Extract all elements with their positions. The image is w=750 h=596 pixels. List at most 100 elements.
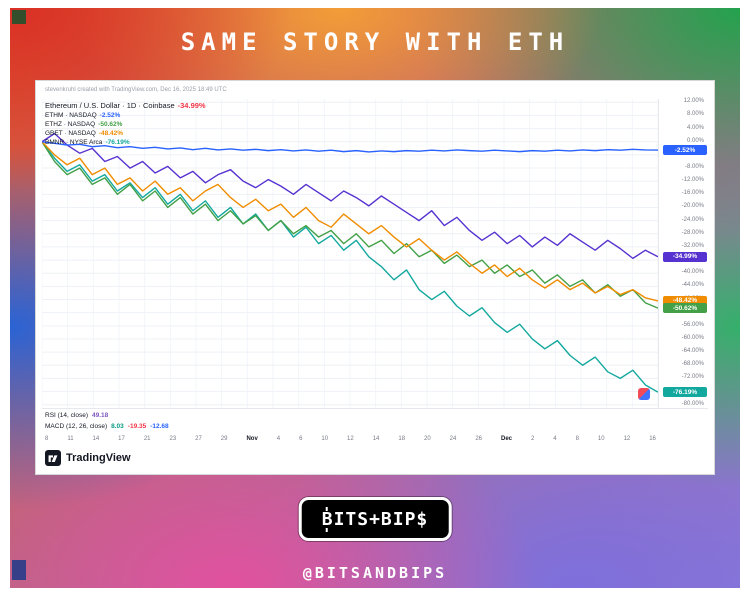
chart-legend: Ethereum / U.S. Dollar · 1D · Coinbase -3… — [45, 100, 206, 147]
time-tick: 16 — [649, 436, 656, 442]
legend-change-value: -2.52% — [99, 112, 121, 119]
indicator-value: 49.18 — [92, 412, 109, 419]
corner-accent-top-left — [12, 10, 26, 24]
page-title: SAME STORY WITH ETH — [180, 28, 570, 56]
series-line-GBET — [42, 142, 658, 301]
time-tick: 27 — [195, 436, 202, 442]
legend-symbol-label: ETHM · NASDAQ — [45, 112, 97, 119]
last-value-badge: -48.42% — [663, 295, 707, 306]
time-tick: 26 — [475, 436, 483, 442]
price-tick: -32.00% — [681, 242, 704, 249]
time-tick: 11 — [67, 436, 74, 442]
chart-watermark: stevenkruhl created with TradingView.com… — [45, 87, 227, 93]
indicator-name: MACD (12, 26, close) — [45, 423, 108, 430]
legend-symbol-label: ETHZ · NASDAQ — [45, 121, 96, 128]
price-tick: -20.00% — [681, 203, 704, 210]
baht-symbol: B — [321, 506, 334, 532]
price-tick: -56.00% — [681, 321, 704, 328]
legend-symbol-label: GBET · NASDAQ — [45, 130, 96, 137]
brand-badge-rest: ITS+BIP$ — [333, 508, 429, 530]
price-tick: -8.00% — [684, 164, 704, 171]
time-tick: 23 — [169, 436, 177, 442]
price-tick: -80.00% — [681, 400, 704, 407]
time-axis[interactable]: 8 11 14 17 21 23 27 29 Nov 4 6 10 12 14 18 20 24 26 Dec 2 4 8… — [42, 432, 708, 444]
legend-row[interactable]: GBET · NASDAQ -48.42% — [45, 129, 206, 138]
indicator-row[interactable]: RSI (14, close) 49.18 — [42, 410, 708, 421]
chart-card: stevenkruhl created with TradingView.com… — [35, 80, 715, 475]
legend-row[interactable]: ETHM · NASDAQ -2.52% — [45, 111, 206, 120]
gradient-background: SAME STORY WITH ETH stevenkruhl created … — [10, 8, 740, 588]
corner-accent-bottom-left — [12, 560, 26, 580]
time-tick: 17 — [118, 436, 125, 442]
price-tick: 0.00% — [686, 137, 704, 144]
price-tick: 12.00% — [683, 98, 704, 105]
time-tick: 24 — [449, 436, 457, 442]
legend-change-value: -76.19% — [105, 139, 130, 146]
legend-row[interactable]: BMNR · NYSE Arca -76.19% — [45, 138, 206, 147]
plot-area[interactable]: Ethereum / U.S. Dollar · 1D · Coinbase -3… — [42, 99, 658, 409]
last-value-badge: -76.19% — [663, 387, 707, 398]
legend-change-value: -48.42% — [98, 130, 124, 137]
time-tick: 21 — [143, 436, 151, 442]
series-line-ETHUSD — [42, 133, 658, 258]
price-tick: -12.00% — [681, 177, 704, 184]
price-tick: -24.00% — [681, 216, 704, 223]
time-tick: 29 — [220, 436, 228, 442]
price-axis[interactable]: 12.00%8.00%4.00%0.00%-4.00%-8.00%-12.00%… — [658, 98, 708, 409]
plot-svg — [42, 99, 658, 408]
time-tick: Nov — [246, 436, 258, 442]
legend-row[interactable]: ETHZ · NASDAQ -50.62% — [45, 120, 206, 129]
indicator-value: -19.35 — [127, 423, 147, 430]
price-tick: -44.00% — [681, 282, 704, 289]
price-tick: 8.00% — [686, 111, 704, 118]
tradingview-logo-icon — [45, 450, 61, 466]
price-tick: -68.00% — [681, 361, 704, 368]
time-tick: 12 — [623, 436, 631, 442]
price-tick: -16.00% — [681, 190, 704, 197]
price-tick: -72.00% — [681, 374, 704, 381]
legend-row[interactable]: Ethereum / U.S. Dollar · 1D · Coinbase -3… — [45, 100, 206, 111]
time-tick: 10 — [597, 436, 605, 442]
time-tick: 6 — [299, 436, 303, 442]
brand-badge: BITS+BIP$ — [298, 497, 452, 541]
time-tick: 18 — [398, 436, 406, 442]
indicator-row[interactable]: MACD (12, 26, close) 8.03 -19.35 -12.68 — [42, 421, 708, 432]
price-tick: -28.00% — [681, 229, 704, 236]
time-tick: 2 — [530, 436, 535, 442]
indicator-value: 8.03 — [111, 423, 124, 430]
price-tick: -64.00% — [681, 348, 704, 355]
time-tick: 12 — [347, 436, 354, 442]
last-value-badge: -2.52% — [663, 145, 707, 156]
sticker-icon — [638, 388, 650, 400]
series-line-ETHZ — [42, 142, 658, 308]
chart-area: Ethereum / U.S. Dollar · 1D · Coinbase -3… — [42, 98, 708, 409]
indicator-rows: RSI (14, close) 49.18 MACD (12, 26, close)… — [42, 409, 708, 432]
series-line-ETHM — [42, 142, 658, 152]
time-tick: 4 — [276, 436, 281, 442]
time-tick: 20 — [424, 436, 431, 442]
price-tick: -40.00% — [681, 269, 704, 276]
tradingview-footer[interactable]: TradingView — [42, 450, 708, 466]
tradingview-brand: TradingView — [66, 452, 131, 464]
time-tick: 8 — [45, 436, 49, 442]
time-tick: 14 — [92, 436, 100, 442]
time-tick: Dec — [500, 436, 512, 442]
last-value-badge: -50.62% — [663, 303, 707, 314]
time-tick: 8 — [575, 436, 579, 442]
indicator-name: RSI (14, close) — [45, 412, 88, 419]
price-tick: -60.00% — [681, 334, 704, 341]
last-value-badge: -34.99% — [663, 251, 707, 262]
legend-change-value: -50.62% — [98, 121, 123, 128]
legend-symbol-label: BMNR · NYSE Arca — [45, 139, 103, 146]
price-tick: 4.00% — [686, 124, 704, 131]
legend-symbol-label: Ethereum / U.S. Dollar · 1D · Coinbase — [45, 101, 175, 110]
time-tick: 4 — [553, 436, 557, 442]
time-tick: 10 — [321, 436, 329, 442]
brand-badge-text: BITS+BIP$ — [321, 506, 429, 532]
indicator-value: -12.68 — [150, 423, 169, 430]
legend-change-value: -34.99% — [177, 101, 206, 110]
social-handle: @BITSANDBIPS — [302, 564, 448, 582]
series-line-BMNR — [42, 142, 658, 392]
time-tick: 14 — [372, 436, 380, 442]
